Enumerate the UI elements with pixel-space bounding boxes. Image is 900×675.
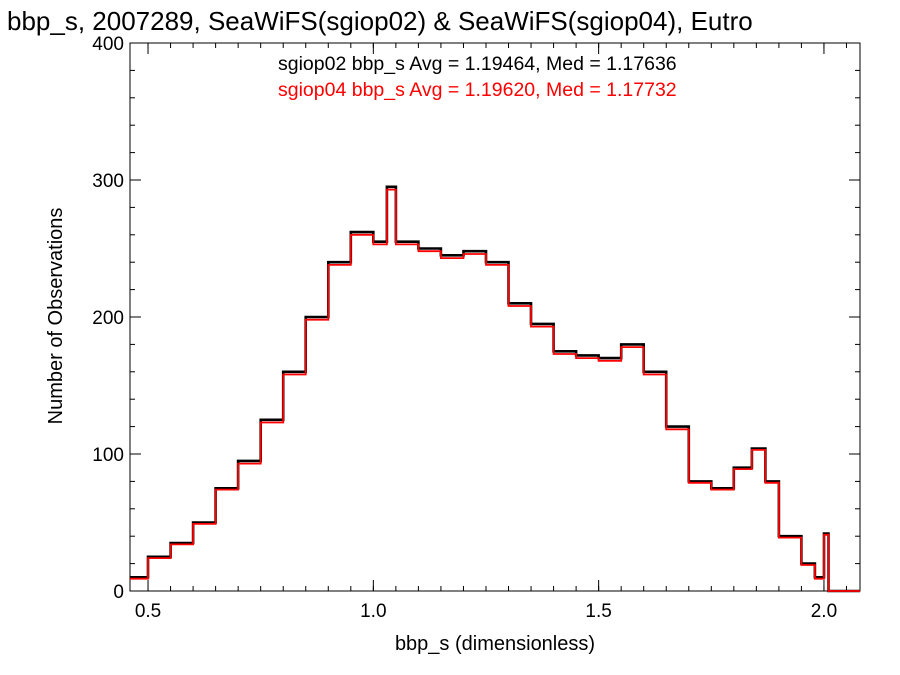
axis-ticks: 0.5 1.0 1.5 2.0 0 100 200 300 400 bbox=[92, 34, 860, 622]
x-tick-label: 1.5 bbox=[585, 601, 611, 622]
y-tick-label: 200 bbox=[92, 308, 124, 329]
plot-frame bbox=[129, 42, 861, 592]
annotation-sgiop02: sgiop02 bbp_s Avg = 1.19464, Med = 1.176… bbox=[278, 53, 677, 75]
y-tick-label: 0 bbox=[113, 582, 124, 603]
y-tick-label: 400 bbox=[92, 34, 124, 55]
annotation-sgiop04: sgiop04 bbp_s Avg = 1.19620, Med = 1.177… bbox=[278, 79, 677, 101]
y-tick-label: 100 bbox=[92, 445, 124, 466]
series-line-0 bbox=[130, 185, 860, 593]
x-axis-label: bbp_s (dimensionless) bbox=[395, 633, 595, 655]
y-axis-label: Number of Observations bbox=[45, 208, 67, 425]
series-group bbox=[130, 185, 860, 593]
chart-title: bbp_s, 2007289, SeaWiFS(sgiop02) & SeaWi… bbox=[7, 6, 753, 36]
x-tick-label: 0.5 bbox=[135, 601, 161, 622]
x-tick-label: 2.0 bbox=[811, 601, 837, 622]
series-line-1 bbox=[130, 188, 860, 592]
x-tick-label: 1.0 bbox=[360, 601, 386, 622]
y-tick-label: 300 bbox=[92, 171, 124, 192]
